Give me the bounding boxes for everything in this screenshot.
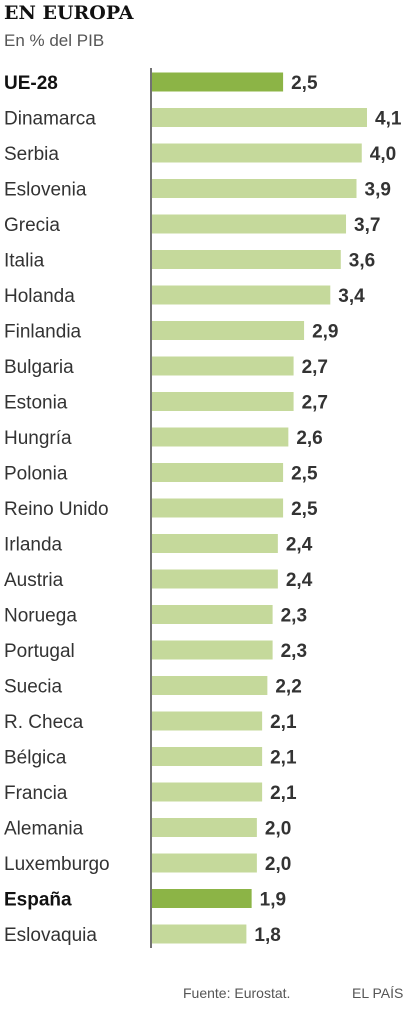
category-label-suecia: Suecia — [4, 677, 63, 698]
category-label-luxemburgo: Luxemburgo — [4, 854, 110, 875]
value-label-alemania: 2,0 — [265, 819, 291, 840]
category-label-italia: Italia — [4, 251, 45, 272]
category-label-r-checa: R. Checa — [4, 712, 84, 733]
bar-estonia — [152, 392, 294, 411]
bar-austria — [152, 569, 278, 589]
bar-hungria — [152, 427, 289, 447]
source-note: Fuente: Eurostat. — [183, 985, 291, 1001]
category-label-portugal: Portugal — [4, 641, 75, 662]
chart-title: EN EUROPA — [4, 2, 134, 24]
bar-noruega — [152, 605, 273, 624]
bar-eslovaquia — [152, 924, 247, 944]
bar-polonia — [152, 463, 284, 482]
bar-francia — [152, 782, 263, 802]
value-label-ue-28: 2,5 — [291, 73, 318, 94]
category-label-austria: Austria — [4, 570, 64, 591]
bar-holanda — [152, 285, 331, 305]
bar-irlanda — [152, 534, 278, 553]
category-label-serbia: Serbia — [4, 144, 59, 165]
bar-r-checa — [152, 711, 263, 731]
value-label-belgica: 2,1 — [270, 748, 297, 769]
value-label-hungria: 2,6 — [296, 428, 322, 449]
value-label-bulgaria: 2,7 — [302, 357, 328, 378]
category-label-hungria: Hungría — [4, 428, 72, 449]
bar-bulgaria — [152, 356, 294, 376]
category-label-polonia: Polonia — [4, 464, 68, 485]
value-label-espana: 1,9 — [260, 890, 286, 911]
category-label-noruega: Noruega — [4, 606, 77, 627]
value-label-serbia: 4,0 — [370, 144, 396, 165]
value-label-estonia: 2,7 — [302, 393, 328, 414]
bar-dinamarca — [152, 108, 367, 127]
category-label-eslovenia: Eslovenia — [4, 180, 87, 201]
bar-finlandia — [152, 321, 305, 340]
bar-luxemburgo — [152, 853, 257, 873]
value-label-finlandia: 2,9 — [312, 322, 338, 343]
value-label-italia: 3,6 — [349, 251, 375, 272]
value-label-francia: 2,1 — [270, 783, 297, 804]
brand-credit: EL PAÍS — [352, 985, 404, 1001]
category-label-espana: España — [4, 890, 72, 911]
value-label-austria: 2,4 — [286, 570, 313, 591]
bar-belgica — [152, 747, 263, 766]
bar-ue-28 — [152, 72, 284, 92]
value-label-r-checa: 2,1 — [270, 712, 297, 733]
bar-espana — [152, 889, 252, 908]
category-label-estonia: Estonia — [4, 393, 68, 414]
value-label-grecia: 3,7 — [354, 215, 380, 236]
bar-grecia — [152, 214, 347, 234]
category-label-belgica: Bélgica — [4, 748, 67, 769]
value-label-eslovenia: 3,9 — [365, 180, 391, 201]
bar-eslovenia — [152, 179, 357, 198]
bar-suecia — [152, 676, 268, 695]
category-label-ue-28: UE-28 — [4, 73, 58, 94]
bar-portugal — [152, 640, 273, 660]
category-label-reino-unido: Reino Unido — [4, 499, 109, 520]
bar-italia — [152, 250, 341, 269]
bar-reino-unido — [152, 498, 284, 518]
category-label-alemania: Alemania — [4, 819, 84, 840]
value-label-noruega: 2,3 — [281, 606, 307, 627]
value-label-polonia: 2,5 — [291, 464, 318, 485]
category-label-finlandia: Finlandia — [4, 322, 82, 343]
value-label-luxemburgo: 2,0 — [265, 854, 291, 875]
value-label-eslovaquia: 1,8 — [254, 925, 280, 946]
category-label-francia: Francia — [4, 783, 68, 804]
category-label-bulgaria: Bulgaria — [4, 357, 74, 378]
chart-subtitle: En % del PIB — [4, 31, 105, 50]
value-label-irlanda: 2,4 — [286, 535, 313, 556]
category-label-eslovaquia: Eslovaquia — [4, 925, 97, 946]
category-label-dinamarca: Dinamarca — [4, 109, 96, 130]
value-label-portugal: 2,3 — [281, 641, 307, 662]
category-label-irlanda: Irlanda — [4, 535, 63, 556]
value-label-reino-unido: 2,5 — [291, 499, 318, 520]
value-label-holanda: 3,4 — [338, 286, 365, 307]
value-label-dinamarca: 4,1 — [375, 109, 402, 130]
category-label-holanda: Holanda — [4, 286, 75, 307]
bar-chart: UE-28 2,5 Dinamarca 4,1 Serbia 4,0 Eslovenia 3,… — [4, 68, 402, 948]
bar-alemania — [152, 818, 257, 837]
category-label-grecia: Grecia — [4, 215, 60, 236]
bar-serbia — [152, 143, 362, 163]
value-label-suecia: 2,2 — [275, 677, 301, 698]
